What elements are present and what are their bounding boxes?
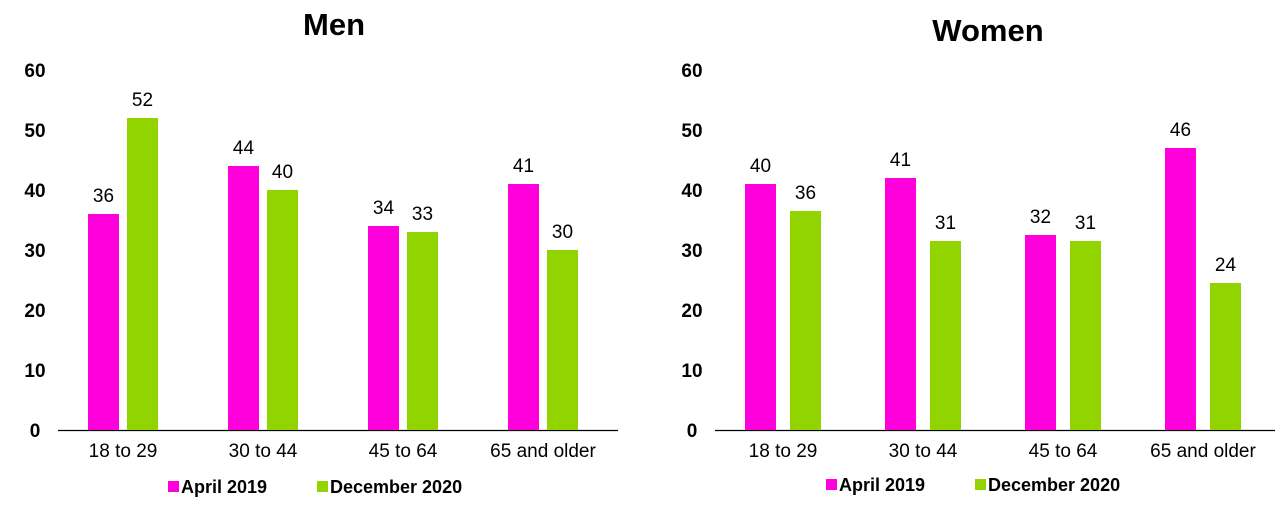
y-tick-label: 60 — [681, 61, 702, 82]
data-label: 41 — [513, 156, 534, 177]
data-label: 41 — [890, 150, 911, 171]
x-category-label: 18 to 29 — [89, 441, 158, 462]
data-label: 31 — [935, 213, 956, 234]
chart-title: Women — [932, 13, 1043, 48]
bar — [368, 226, 399, 430]
data-label: 44 — [233, 138, 255, 159]
bar — [885, 178, 916, 430]
data-label: 40 — [750, 156, 771, 177]
bar — [228, 166, 259, 430]
data-label: 36 — [93, 186, 114, 207]
bar — [508, 184, 539, 430]
legend-label: December 2020 — [988, 475, 1120, 495]
x-category-label: 45 to 64 — [369, 441, 438, 462]
bar — [407, 232, 438, 430]
x-category-label: 18 to 29 — [749, 441, 818, 462]
y-tick-label: 0 — [687, 421, 698, 442]
y-tick-label: 10 — [24, 361, 45, 382]
chart-title: Men — [303, 7, 365, 42]
y-tick-label: 0 — [30, 421, 41, 442]
y-tick-label: 40 — [681, 181, 702, 202]
y-tick-label: 60 — [24, 61, 45, 82]
data-label: 31 — [1075, 213, 1096, 234]
y-tick-label: 50 — [24, 121, 45, 142]
data-label: 34 — [373, 198, 395, 219]
bar — [930, 241, 961, 430]
legend-swatch — [168, 481, 179, 492]
bar — [1165, 148, 1196, 430]
y-tick-label: 10 — [681, 361, 702, 382]
bar — [1025, 235, 1056, 430]
x-category-label: 30 to 44 — [229, 441, 298, 462]
men-chart: Men 0 10 20 30 40 50 60 36 52 18 to 29 44 40 30 to 44… — [24, 7, 618, 497]
legend-swatch — [826, 479, 837, 490]
bar — [88, 214, 119, 430]
bar — [1070, 241, 1101, 430]
legend-swatch — [975, 479, 986, 490]
data-label: 36 — [795, 183, 816, 204]
legend-swatch — [317, 481, 328, 492]
data-label: 32 — [1030, 207, 1051, 228]
legend-label: April 2019 — [181, 477, 267, 497]
y-tick-label: 50 — [681, 121, 702, 142]
y-tick-label: 30 — [24, 241, 45, 262]
bar — [790, 211, 821, 430]
x-category-label: 65 and older — [490, 441, 596, 462]
legend-label: December 2020 — [330, 477, 462, 497]
data-label: 33 — [412, 204, 433, 225]
bar — [547, 250, 578, 430]
y-tick-label: 30 — [681, 241, 702, 262]
y-tick-label: 20 — [24, 301, 45, 322]
x-category-label: 30 to 44 — [889, 441, 958, 462]
women-chart: Women 0 10 20 30 40 50 60 40 36 18 to 29 41 31 30 to … — [681, 13, 1275, 495]
data-label: 46 — [1170, 120, 1191, 141]
data-label: 40 — [272, 162, 293, 183]
x-category-label: 65 and older — [1150, 441, 1256, 462]
legend-label: April 2019 — [839, 475, 925, 495]
bar — [1210, 283, 1241, 430]
bar — [127, 118, 158, 430]
x-category-label: 45 to 64 — [1029, 441, 1098, 462]
y-tick-label: 40 — [24, 181, 45, 202]
data-label: 30 — [552, 222, 573, 243]
data-label: 24 — [1215, 255, 1237, 276]
data-label: 52 — [132, 90, 153, 111]
y-tick-label: 20 — [681, 301, 702, 322]
bar — [267, 190, 298, 430]
bar — [745, 184, 776, 430]
